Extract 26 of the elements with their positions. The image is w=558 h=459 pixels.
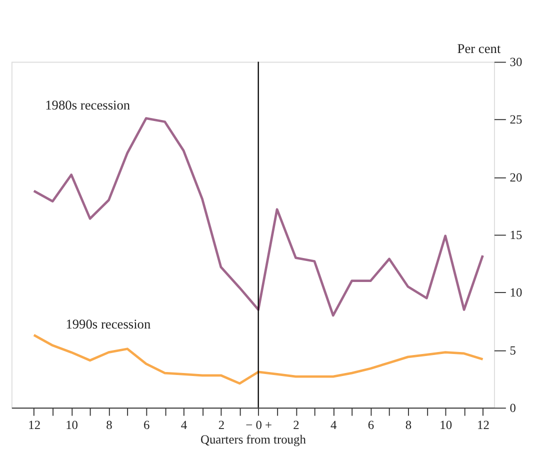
x-tick-label: 12 (28, 418, 41, 432)
line-series (32, 334, 484, 385)
line-series (32, 117, 484, 317)
x-tick-label: 4 (180, 418, 188, 432)
x-tick-label: 6 (144, 418, 150, 432)
x-tick-label: 2 (218, 418, 225, 432)
x-tick-label: 8 (106, 418, 112, 432)
x-tick-label: 12 (477, 418, 490, 432)
y-tick-label: 0 (510, 400, 516, 415)
series-label: 1990s recession (66, 316, 151, 332)
x-tick-label: 4 (330, 418, 338, 432)
y-tick-label: 10 (510, 286, 522, 300)
series-label: 1980s recession (45, 98, 130, 113)
x-tick-label: − 0 + (246, 418, 272, 432)
y-tick-label: 15 (510, 228, 522, 242)
y-tick-label: 25 (510, 112, 522, 127)
x-tick-label: 6 (368, 418, 374, 432)
x-tick-label: 2 (293, 418, 300, 432)
y-tick-label: 5 (510, 343, 516, 358)
y-axis-title: Per cent (457, 41, 501, 56)
x-axis-title: Quarters from trough (200, 432, 307, 447)
y-tick-label: 30 (510, 55, 522, 70)
y-tick-label: 20 (510, 170, 522, 184)
x-tick-label: 10 (66, 418, 78, 432)
x-tick-label: 10 (440, 418, 452, 432)
x-tick-label: 8 (405, 418, 412, 432)
